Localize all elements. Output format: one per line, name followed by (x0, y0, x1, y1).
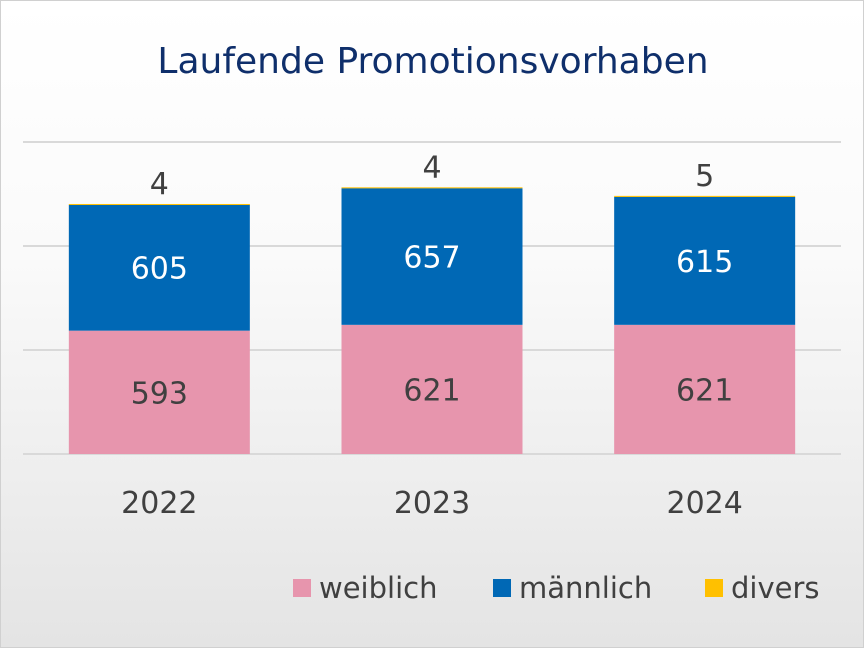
x-tick-label-2023: 2023 (394, 486, 470, 521)
bar-männlich-2024 (614, 196, 796, 325)
bar-männlich-2022 (68, 204, 250, 331)
legend-item-maennlich: männlich (493, 571, 652, 605)
bar-divers-2024 (614, 195, 796, 197)
data-label-weiblich-2022: 593 (131, 376, 188, 411)
legend-swatch-divers (705, 579, 723, 597)
data-label-divers-2023: 4 (422, 150, 441, 185)
data-label-männlich-2023: 657 (403, 241, 460, 276)
bar-weiblich-2023 (341, 324, 523, 454)
bar-weiblich-2022 (68, 330, 250, 454)
data-label-männlich-2022: 605 (131, 252, 188, 287)
bar-divers-2023 (341, 187, 523, 189)
x-tick-label-2024: 2024 (666, 486, 742, 521)
data-label-männlich-2024: 615 (676, 245, 733, 280)
bar-weiblich-2024 (614, 324, 796, 454)
bar-divers-2022 (68, 203, 250, 205)
legend-swatch-maennlich (493, 579, 511, 597)
data-label-weiblich-2023: 621 (403, 373, 460, 408)
legend-label-divers: divers (731, 571, 820, 605)
legend-item-divers: divers (705, 571, 820, 605)
chart-title: Laufende Promotionsvorhaben (157, 41, 709, 82)
legend-label-maennlich: männlich (519, 571, 653, 605)
legend-item-weiblich: weiblich (293, 571, 437, 605)
x-tick-label-2022: 2022 (121, 486, 197, 521)
data-label-divers-2024: 5 (695, 159, 714, 194)
data-label-divers-2022: 4 (150, 167, 169, 202)
legend-label-weiblich: weiblich (319, 571, 438, 605)
bar-männlich-2023 (341, 188, 523, 325)
legend-swatch-weiblich (293, 579, 311, 597)
data-label-weiblich-2024: 621 (676, 373, 733, 408)
